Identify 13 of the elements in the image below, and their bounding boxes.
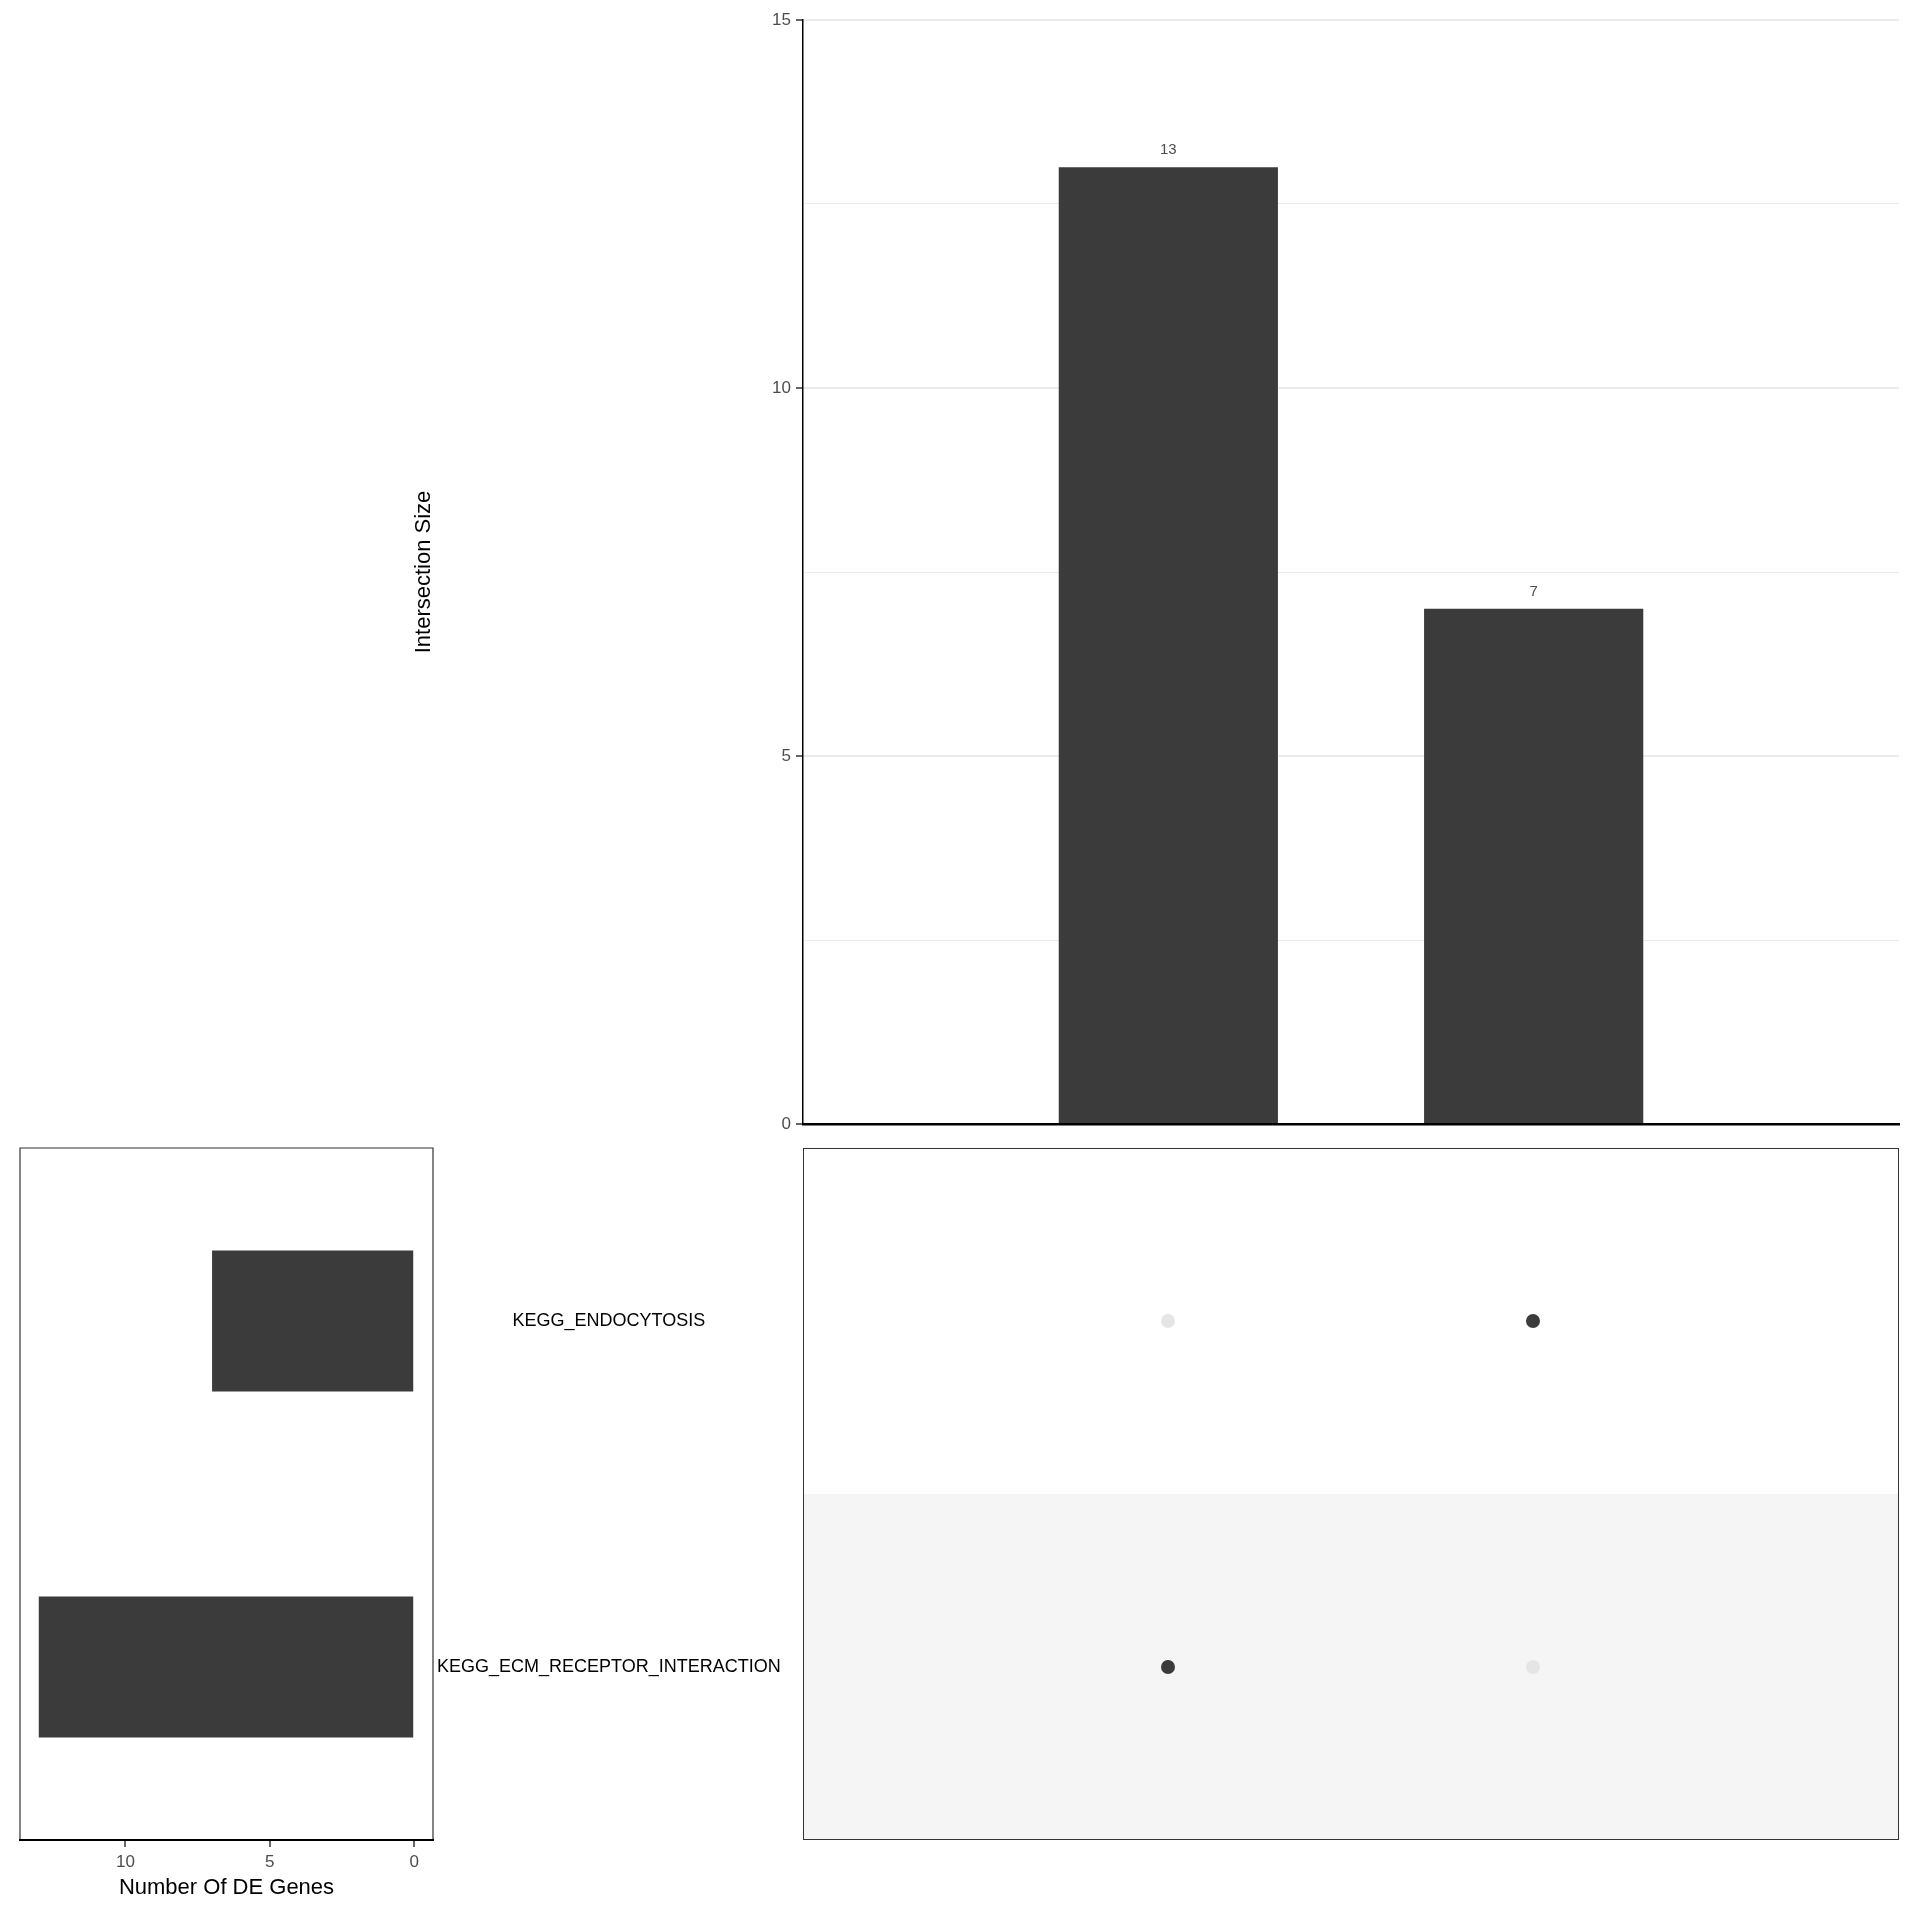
x-tick-label: 10 <box>115 1851 135 1871</box>
y-tick-label: KEGG_ECM_RECEPTOR_INTERACTION <box>437 1655 781 1677</box>
y-tick-label: 5 <box>781 745 791 765</box>
x-tick-label: 0 <box>409 1851 419 1871</box>
y-tick-label: 0 <box>781 1113 791 1133</box>
data-label: 7 <box>1529 581 1538 599</box>
data-label: 13 <box>1159 140 1177 158</box>
y-tick-label: 10 <box>772 377 791 397</box>
y-tick-label: KEGG_ENDOCYTOSIS <box>512 1309 706 1331</box>
y-tick-label: 15 <box>772 9 791 29</box>
y-axis-title: Intersection Size <box>410 490 436 654</box>
x-tick-label: 5 <box>265 1851 275 1871</box>
x-axis-title: Number Of DE Genes <box>118 1873 335 1899</box>
